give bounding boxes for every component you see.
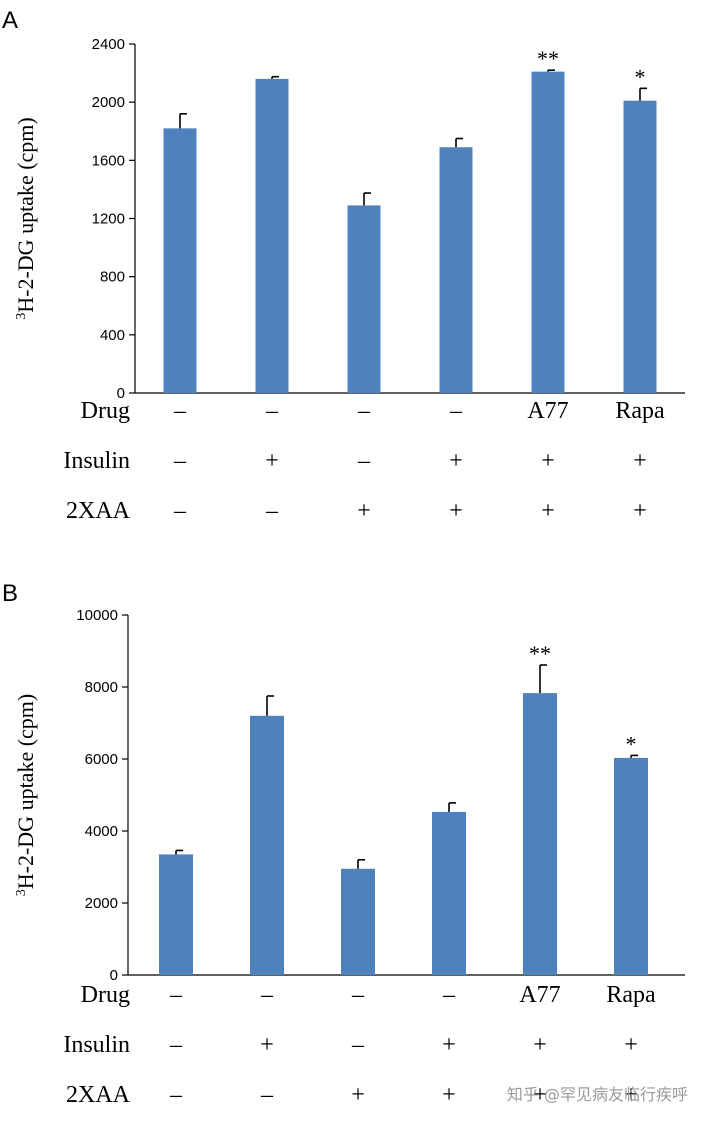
condition-value: – xyxy=(169,1082,183,1108)
y-tick-label: 8000 xyxy=(85,679,118,696)
condition-value: Rapa xyxy=(615,398,665,424)
condition-row-label: Drug xyxy=(81,982,130,1008)
condition-value: + xyxy=(541,498,555,524)
condition-value: – xyxy=(173,398,187,424)
bar xyxy=(159,854,193,975)
condition-value: + xyxy=(533,1032,547,1058)
bar xyxy=(347,205,381,393)
condition-row-label: Insulin xyxy=(63,1032,130,1058)
condition-value: Rapa xyxy=(606,982,656,1008)
y-tick-label: 1600 xyxy=(92,152,125,169)
condition-value: + xyxy=(351,1082,365,1108)
condition-value: + xyxy=(265,448,279,474)
condition-value: A77 xyxy=(527,398,568,424)
y-axis-label: 3H-2-DG uptake (cpm) xyxy=(13,694,38,897)
condition-value: – xyxy=(173,498,187,524)
condition-value: – xyxy=(357,398,371,424)
y-axis-label: 3H-2-DG uptake (cpm) xyxy=(13,117,38,320)
condition-value: – xyxy=(173,448,187,474)
condition-value: – xyxy=(351,982,365,1008)
y-tick-label: 2400 xyxy=(92,36,125,53)
condition-value: A77 xyxy=(519,982,560,1008)
condition-value: + xyxy=(633,448,647,474)
condition-value: + xyxy=(633,498,647,524)
watermark: 知乎 @罕见病友临行疾呼 xyxy=(507,1085,688,1104)
panel-b: B 0 2000 4000 6000 8000 10000 3H-2-DG uptake (c… xyxy=(2,580,685,1108)
bar xyxy=(523,693,557,975)
condition-value: – xyxy=(169,982,183,1008)
y-axis-label-superscript: 3 xyxy=(14,313,29,320)
condition-row-label: Insulin xyxy=(63,448,130,474)
condition-value: + xyxy=(260,1032,274,1058)
condition-value: – xyxy=(357,448,371,474)
condition-value: + xyxy=(449,498,463,524)
panel-a: A 0 400 800 1200 1600 2000 2400 3H-2-DG uptake (… xyxy=(2,7,685,524)
y-tick-label: 800 xyxy=(100,269,125,286)
condition-value: + xyxy=(541,448,555,474)
bar xyxy=(439,147,473,393)
condition-value: – xyxy=(169,1032,183,1058)
condition-row-label: 2XAA xyxy=(66,498,131,524)
panel-letter: A xyxy=(2,7,18,34)
condition-value: – xyxy=(260,982,274,1008)
y-axis-label-text: H-2-DG uptake (cpm) xyxy=(13,117,38,313)
condition-row-label: 2XAA xyxy=(66,1082,131,1108)
y-axis-label-superscript: 3 xyxy=(14,889,29,896)
bar xyxy=(250,715,284,975)
bar xyxy=(255,78,289,394)
bar xyxy=(341,868,375,975)
significance-mark: ** xyxy=(537,46,559,71)
significance-mark: * xyxy=(635,64,646,89)
condition-value: + xyxy=(442,1032,456,1058)
condition-row-label: Drug xyxy=(81,398,130,424)
y-tick-label: 2000 xyxy=(85,895,118,912)
condition-value: – xyxy=(351,1032,365,1058)
y-axis-label-text: H-2-DG uptake (cpm) xyxy=(13,694,38,890)
condition-value: + xyxy=(624,1082,638,1108)
y-tick-label: 400 xyxy=(100,327,125,344)
condition-value: + xyxy=(442,1082,456,1108)
condition-value: – xyxy=(449,398,463,424)
y-tick-label: 0 xyxy=(110,967,118,984)
y-tick-label: 0 xyxy=(117,385,125,402)
condition-value: – xyxy=(265,398,279,424)
condition-value: + xyxy=(357,498,371,524)
condition-value: – xyxy=(260,1082,274,1108)
y-tick-label: 10000 xyxy=(76,607,118,624)
significance-mark: ** xyxy=(529,641,551,666)
y-tick-label: 4000 xyxy=(85,823,118,840)
condition-value: – xyxy=(265,498,279,524)
panel-letter: B xyxy=(2,580,18,607)
bar xyxy=(163,128,197,393)
condition-value: + xyxy=(449,448,463,474)
bar xyxy=(432,811,466,975)
condition-value: + xyxy=(624,1032,638,1058)
condition-value: – xyxy=(442,982,456,1008)
significance-mark: * xyxy=(626,731,637,756)
y-tick-label: 2000 xyxy=(92,94,125,111)
y-tick-label: 6000 xyxy=(85,751,118,768)
bar xyxy=(614,757,648,975)
condition-value: + xyxy=(533,1082,547,1108)
bar xyxy=(623,100,657,394)
bar xyxy=(531,71,565,394)
y-tick-label: 1200 xyxy=(92,211,125,228)
